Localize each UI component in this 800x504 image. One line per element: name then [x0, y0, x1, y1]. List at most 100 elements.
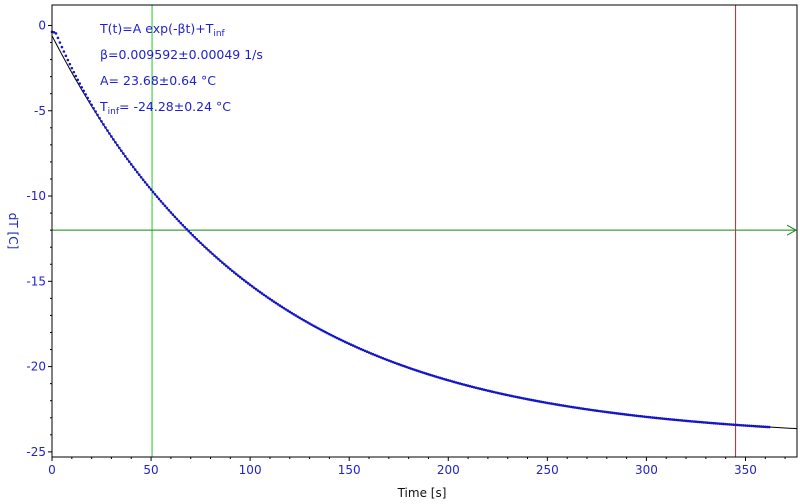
- data-point: [629, 413, 632, 417]
- data-point: [213, 254, 216, 257]
- data-point: [660, 417, 664, 420]
- data-point: [320, 328, 323, 332]
- data-point: [332, 334, 335, 338]
- data-point: [645, 415, 648, 419]
- data-point: [504, 393, 508, 396]
- data-point: [651, 416, 654, 419]
- data-point: [454, 381, 458, 384]
- data-point: [401, 364, 405, 367]
- data-point: [52, 30, 56, 34]
- data-point: [657, 416, 660, 420]
- data-point: [199, 241, 202, 245]
- data-point: [496, 391, 500, 395]
- data-point: [601, 410, 605, 413]
- data-point: [767, 425, 771, 429]
- data-point: [66, 58, 70, 62]
- data-point: [672, 418, 676, 422]
- data-point: [312, 324, 315, 328]
- data-point: [163, 204, 167, 208]
- data-point: [173, 215, 177, 219]
- data-point: [666, 417, 670, 421]
- x-tick-label: 250: [536, 463, 559, 477]
- data-point: [227, 266, 230, 269]
- data-point: [264, 294, 268, 298]
- annotation-line-3: A= 23.68±0.64 °C: [100, 73, 216, 88]
- data-point: [597, 409, 601, 413]
- data-point: [512, 395, 515, 398]
- data-point: [494, 391, 498, 394]
- data-point: [692, 420, 696, 423]
- data-point: [583, 407, 587, 411]
- data-point: [74, 74, 78, 78]
- annotation-line-4: Tinf= -24.28±0.24 °C: [99, 99, 231, 117]
- data-point: [381, 356, 385, 360]
- data-point: [579, 407, 583, 410]
- data-point: [294, 314, 298, 317]
- data-point: [215, 256, 218, 259]
- data-point: [569, 405, 573, 409]
- data-point: [306, 321, 309, 324]
- data-point: [375, 354, 379, 358]
- data-point: [387, 359, 391, 362]
- data-point: [205, 247, 208, 250]
- data-point: [112, 138, 115, 141]
- data-point: [534, 399, 537, 403]
- data-point: [472, 385, 476, 389]
- data-point: [676, 418, 680, 422]
- data-point: [409, 367, 412, 370]
- data-point: [678, 418, 682, 422]
- data-point: [736, 423, 739, 427]
- data-point: [417, 369, 420, 373]
- data-point: [70, 66, 74, 70]
- data-point: [345, 341, 349, 345]
- data-point: [211, 252, 214, 256]
- data-point: [324, 330, 327, 334]
- data-point: [328, 332, 331, 336]
- data-point: [698, 420, 702, 424]
- data-point: [244, 280, 248, 284]
- data-point: [236, 274, 240, 277]
- data-point: [351, 344, 355, 347]
- data-point: [571, 405, 575, 409]
- data-point: [528, 398, 531, 401]
- data-point: [593, 409, 597, 412]
- data-point: [92, 106, 95, 110]
- data-point: [191, 233, 194, 237]
- data-point: [758, 425, 761, 428]
- data-point: [343, 340, 347, 344]
- data-point: [732, 423, 735, 427]
- data-point: [413, 368, 416, 372]
- data-point: [653, 416, 656, 420]
- data-point: [405, 365, 408, 369]
- data-point: [702, 421, 706, 424]
- y-axis-title: dT [C]: [6, 213, 20, 250]
- data-point: [480, 387, 484, 391]
- data-point: [133, 168, 137, 171]
- data-point: [282, 306, 286, 310]
- data-point: [439, 376, 442, 380]
- data-point: [557, 403, 561, 407]
- data-point: [82, 89, 85, 93]
- data-point: [744, 424, 747, 427]
- data-point: [141, 178, 145, 182]
- data-point: [605, 410, 609, 414]
- data-point: [169, 211, 173, 214]
- data-point: [118, 146, 121, 150]
- data-point: [520, 396, 523, 400]
- data-point: [470, 385, 474, 389]
- data-point: [466, 384, 470, 388]
- x-axis-title: Time [s]: [397, 486, 447, 500]
- data-point: [502, 392, 506, 396]
- data-point: [250, 285, 254, 288]
- data-point: [641, 415, 644, 418]
- data-point: [423, 371, 426, 375]
- data-point: [260, 292, 264, 295]
- data-point: [538, 400, 541, 403]
- data-point: [318, 327, 321, 331]
- data-point: [649, 416, 652, 419]
- data-point: [223, 262, 226, 266]
- data-point: [217, 257, 220, 261]
- data-point: [302, 318, 305, 322]
- data-point: [575, 406, 579, 410]
- data-point: [746, 424, 749, 427]
